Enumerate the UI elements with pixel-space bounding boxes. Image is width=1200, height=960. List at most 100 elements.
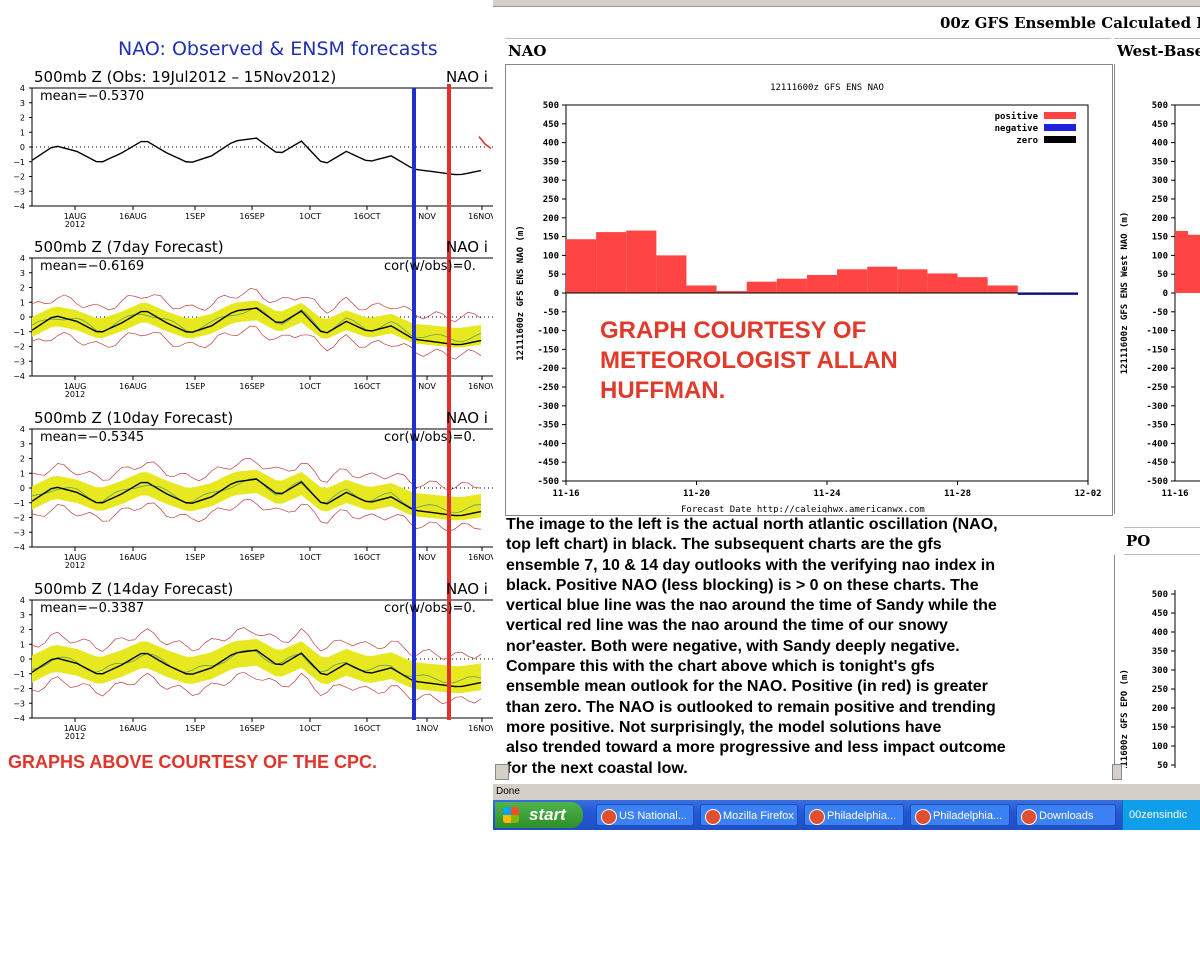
wb-y-tick-label: 150 xyxy=(1152,233,1168,243)
po-chart: 500 450 400 350 300 250 200 150 100 50 12111600z G… xyxy=(1120,590,1176,768)
y-tick-label: −3 xyxy=(13,699,25,708)
chart-title: 12111600z GFS ENS NAO xyxy=(770,83,884,93)
explanation-line: more positive. Not surprisingly, the mod… xyxy=(506,718,942,736)
y-tick-label: −4 xyxy=(13,543,25,552)
x-tick-label: 12-02 xyxy=(1074,489,1101,499)
envelope-lower xyxy=(31,325,482,360)
tab-west-based[interactable]: West-Base xyxy=(1114,38,1200,65)
y-tick-label: 300 xyxy=(543,176,559,186)
y-tick-label: 0 xyxy=(554,289,559,299)
wb-y-tick-label: -50 xyxy=(1152,308,1168,318)
taskbar-item-philadelphia-1[interactable]: Philadelphia... xyxy=(804,804,904,826)
bar xyxy=(837,269,868,293)
taskbar-item-us-national[interactable]: US National... xyxy=(596,804,694,826)
y-tick-label: 400 xyxy=(543,139,559,149)
explanation-line: ensemble mean outlook for the NAO. Posit… xyxy=(506,678,988,696)
y-tick-label: −1 xyxy=(13,158,25,167)
west-based-chart: 500450400350300250200150100500-50-100-15… xyxy=(1120,101,1200,499)
x-tick-label: 16SEP xyxy=(239,553,264,562)
taskbar-item-firefox[interactable]: Mozilla Firefox xyxy=(700,804,798,826)
explanation-line: than zero. The NAO is outlooked to remai… xyxy=(506,698,996,716)
legend-swatch xyxy=(1044,136,1076,143)
taskbar-tray: 00zensindic xyxy=(1122,800,1200,830)
x-year-label: 2012 xyxy=(65,220,85,229)
x-year-label: 2012 xyxy=(65,732,85,741)
tab-po[interactable]: PO xyxy=(1124,527,1200,555)
bar xyxy=(806,274,838,293)
wb-y-tick-label: -500 xyxy=(1146,477,1168,487)
wb-y-tick-label: 350 xyxy=(1152,157,1168,167)
y-tick-label: -350 xyxy=(537,421,559,431)
po-y-tick-label: 300 xyxy=(1152,666,1168,676)
x-tick-label: 16AUG xyxy=(119,553,147,562)
x-tick-label: 11-28 xyxy=(944,489,971,499)
cpc-panel-1: 4 3 2 1 0 −1 −2 −3 −4 1AUG 16AUG 1SEP 16SEP 1OCT 16OCT… xyxy=(13,254,493,399)
ensemble-spread xyxy=(32,638,481,694)
legend-label: zero xyxy=(1016,136,1038,146)
x-tick-label: 11-20 xyxy=(683,489,710,499)
taskbar-item-philadelphia-2[interactable]: Philadelphia... xyxy=(910,804,1010,826)
envelope-upper xyxy=(31,627,482,660)
y-tick-label: −2 xyxy=(13,343,25,352)
wb-y-tick-label: 200 xyxy=(1152,214,1168,224)
y-tick-label: 3 xyxy=(20,440,25,449)
wb-bar xyxy=(1175,230,1188,293)
po-y-tick-label: 250 xyxy=(1152,685,1168,695)
scroll-right-button[interactable] xyxy=(1112,764,1122,780)
bar xyxy=(686,285,717,293)
bar xyxy=(656,255,687,293)
y-tick-label: 1 xyxy=(20,128,25,137)
x-year-label: 2012 xyxy=(65,561,85,570)
cpc-courtesy: GRAPHS ABOVE COURTESY OF THE CPC. xyxy=(8,752,378,772)
tab-nao[interactable]: NAO xyxy=(505,38,1111,65)
y-tick-label: 1 xyxy=(20,640,25,649)
envelope-upper xyxy=(31,288,482,323)
bar xyxy=(626,230,657,293)
explanation-line: ensemble 7, 10 & 14 day outlooks with th… xyxy=(506,556,996,574)
y-tick-label: −1 xyxy=(13,670,25,679)
wb-y-tick-label: 400 xyxy=(1152,139,1168,149)
wb-y-tick-label: -250 xyxy=(1146,383,1168,393)
x-year-label: 2012 xyxy=(65,390,85,399)
po-y-tick-label: 150 xyxy=(1152,723,1168,733)
bar xyxy=(596,232,627,293)
x-tick-label: 1OCT xyxy=(299,382,321,391)
y-tick-label: −2 xyxy=(13,173,25,182)
y-tick-label: 100 xyxy=(543,251,559,261)
y-tick-label: −3 xyxy=(13,357,25,366)
start-button[interactable]: start xyxy=(495,802,583,828)
scroll-left-button[interactable] xyxy=(495,764,509,780)
x-tick-label: 1SEP xyxy=(185,553,205,562)
panel-frame xyxy=(31,87,493,207)
legend-swatch xyxy=(1044,112,1076,119)
wb-y-tick-label: 300 xyxy=(1152,176,1168,186)
x-tick-label: 1AUG xyxy=(64,553,87,562)
x-tick-label: 16OCT xyxy=(354,553,381,562)
wb-y-tick-label: -400 xyxy=(1146,439,1168,449)
ensemble-spread xyxy=(32,300,481,348)
po-panel xyxy=(1114,555,1200,770)
taskbar-item-downloads[interactable]: Downloads xyxy=(1016,804,1116,826)
y-tick-label: 450 xyxy=(543,120,559,130)
y-axis-label: 12111600z GFS ENS NAO (m) xyxy=(516,225,526,360)
y-tick-label: 4 xyxy=(20,425,25,434)
observed-nao-line xyxy=(31,478,482,517)
wb-x-tick-label: 11-16 xyxy=(1161,489,1188,499)
explanation-line: for the next coastal low. xyxy=(506,759,688,777)
taskbar-item-label: US National... xyxy=(619,810,687,822)
y-tick-label: 0 xyxy=(20,655,25,664)
wb-y-tick-label: 450 xyxy=(1152,120,1168,130)
y-tick-label: 250 xyxy=(543,195,559,205)
y-tick-label: 3 xyxy=(20,99,25,108)
y-tick-label: -500 xyxy=(537,477,559,487)
y-tick-label: 2 xyxy=(20,626,25,635)
firefox-icon xyxy=(1021,809,1037,825)
start-label: start xyxy=(529,805,566,824)
y-tick-label: 500 xyxy=(543,101,559,111)
cpc-charts: 4 3 2 1 0 −1 −2 −3 −4 1AUG 16AUG 1SEP 16SEP 1OCT 16OCT… xyxy=(13,84,493,741)
forecast-date-label: Forecast Date http://caleighwx.americanw… xyxy=(681,505,925,513)
tab-west-based-label: West-Base xyxy=(1117,42,1200,60)
x-tick-label: 16NOV xyxy=(468,212,493,221)
x-tick-label: 16NOV xyxy=(468,724,493,733)
explanation-line: also trended toward a more progressive a… xyxy=(506,739,1006,757)
